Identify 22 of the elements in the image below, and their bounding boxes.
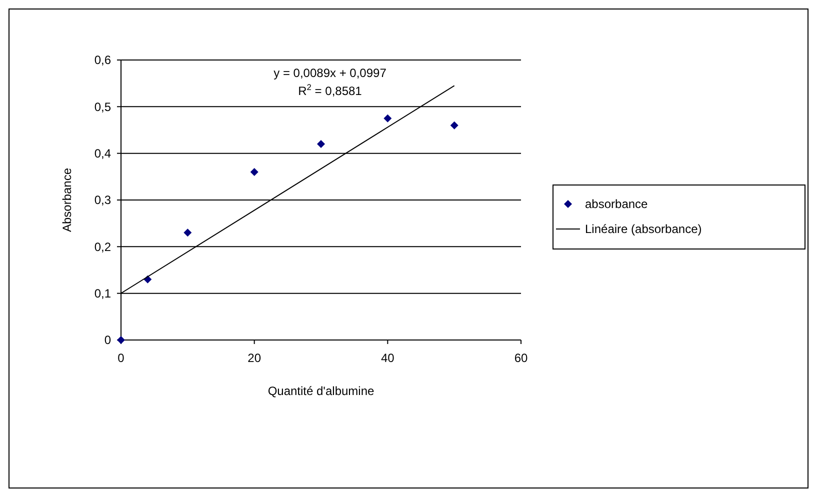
x-tick-label: 60 <box>514 351 528 365</box>
point <box>184 228 192 237</box>
point <box>450 121 458 130</box>
annotation: R$^{2}$ = 0,8581 <box>298 82 362 98</box>
point <box>250 168 258 176</box>
legend-label: Linéaire (absorbance) <box>585 222 702 236</box>
point <box>317 140 325 148</box>
y-tick-label: 0,5 <box>94 100 112 114</box>
y-tick-label: 0,3 <box>94 193 112 208</box>
x-tick-label: 40 <box>380 351 395 365</box>
legend-label: absorbance <box>585 197 648 212</box>
point <box>384 114 392 122</box>
y-tick-label: 0,4 <box>94 146 112 161</box>
x-axis-title: Quantité d'albumine <box>268 384 375 398</box>
x-tick-label: 0 <box>118 351 125 365</box>
y-tick-label: 0,1 <box>94 286 112 301</box>
annotation: y = 0,0089x + 0,0997 <box>274 66 387 80</box>
x-tick-label: 20 <box>248 351 262 365</box>
y-tick-label: 0,2 <box>94 240 112 254</box>
y-tick-label: 0,6 <box>94 53 112 68</box>
y-axis-title: Absorbance <box>60 168 74 232</box>
y-tick-label: 0 <box>104 333 112 348</box>
